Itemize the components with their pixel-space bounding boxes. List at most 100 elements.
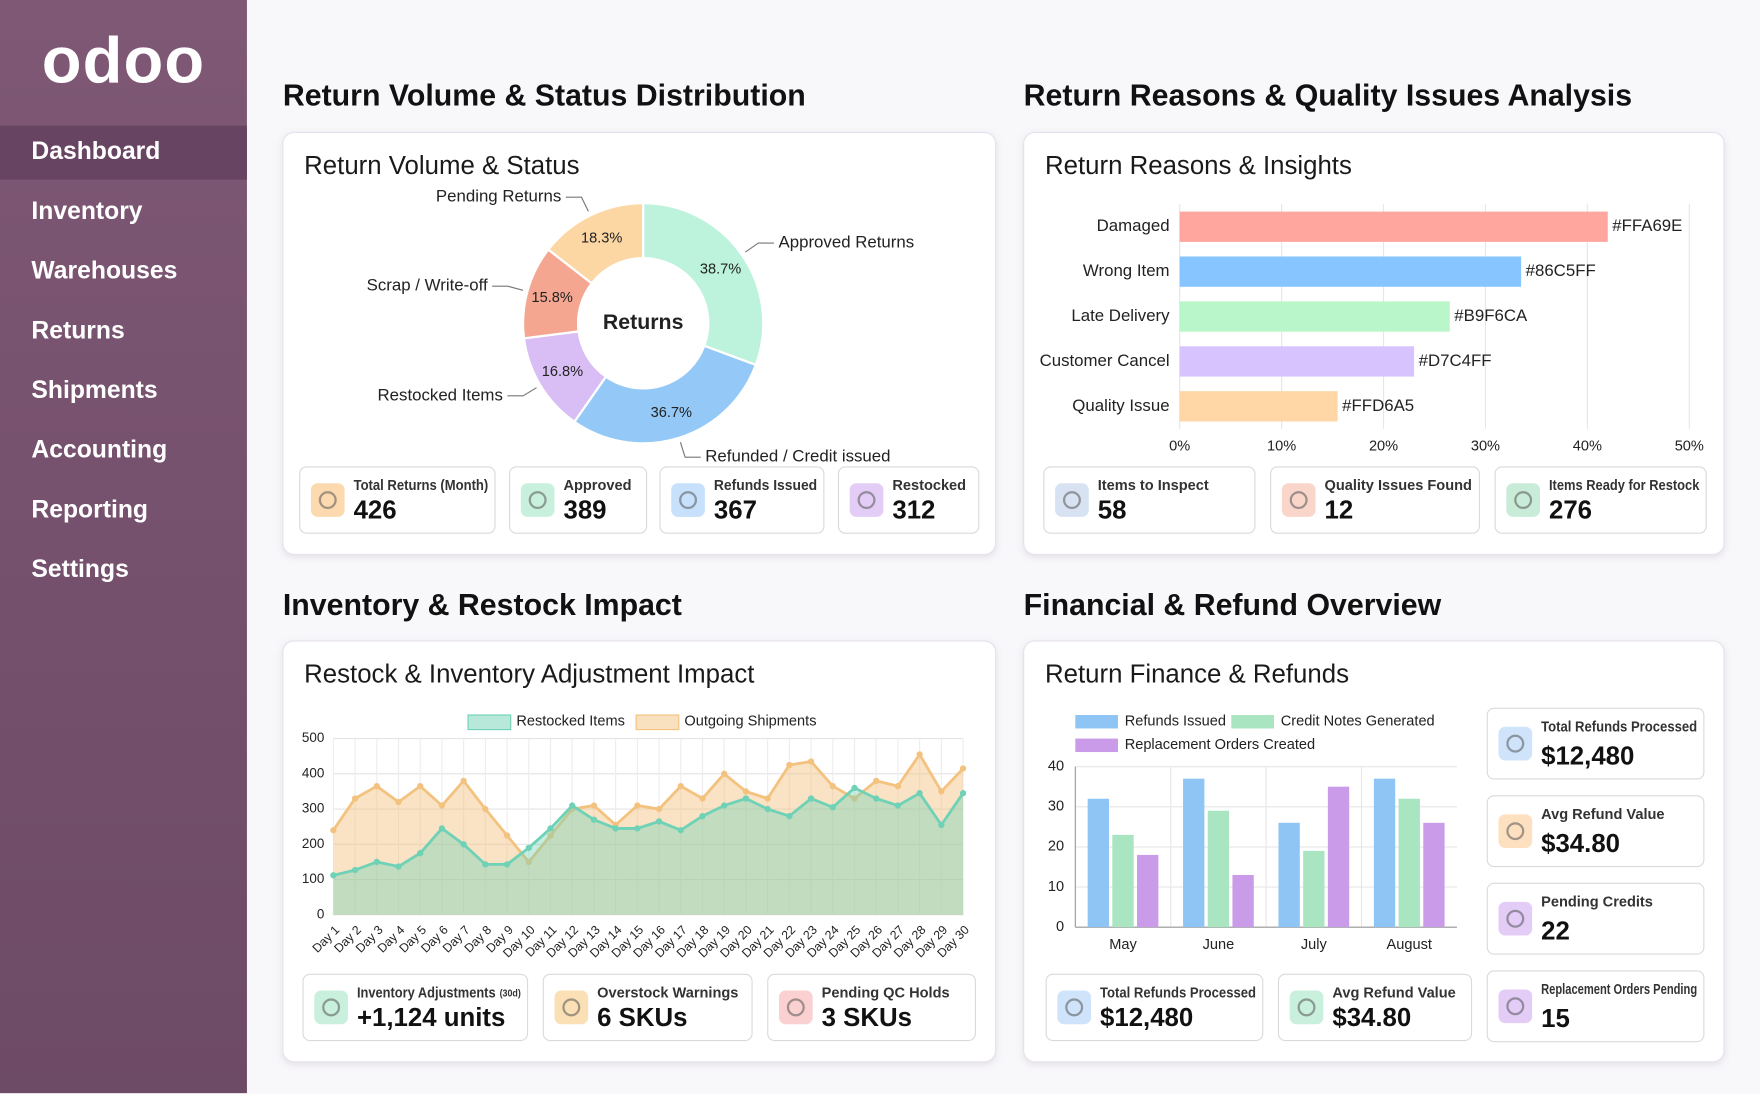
- kpi-value: 389: [563, 497, 606, 525]
- kpi-label-text: Avg Refund Value: [1332, 985, 1455, 1001]
- point: [417, 849, 424, 857]
- pie-center-label: Returns: [603, 310, 684, 334]
- menu-item[interactable]: Reporting: [31, 496, 148, 523]
- menu-item[interactable]: Dashboard: [31, 138, 160, 165]
- y-tick-label: 40: [1048, 758, 1064, 774]
- point: [373, 858, 380, 866]
- point: [547, 825, 554, 832]
- menu-item[interactable]: Accounting: [31, 437, 167, 464]
- y-tick-label: 0: [1056, 919, 1064, 935]
- point: [438, 825, 446, 832]
- point: [721, 802, 728, 809]
- y-category-label: Quality Issue: [1072, 396, 1169, 415]
- legend-label: Outgoing Shipments: [684, 714, 816, 730]
- kpi-value: $12,480: [1100, 1004, 1193, 1032]
- kpi-value: 426: [354, 497, 397, 525]
- menu-item[interactable]: Warehouses: [31, 258, 177, 285]
- area-fill: [333, 787, 964, 915]
- point: [460, 777, 467, 785]
- kpi-icon: [1289, 990, 1324, 1025]
- menu-item[interactable]: Shipments: [31, 377, 157, 404]
- x-tick-label: 40%: [1573, 439, 1602, 455]
- y-tick-label: 100: [302, 871, 324, 886]
- x-tick-label: May: [1109, 937, 1137, 953]
- pie-slice: [546, 202, 645, 285]
- bar-color-label: #D7C4FF: [1419, 351, 1492, 370]
- y-tick-label: 400: [302, 765, 324, 780]
- kpi-card: [1486, 970, 1705, 1043]
- kpi-icon-glyph: [1506, 997, 1525, 1016]
- kpi-card: [659, 466, 825, 534]
- kpi-card: [1277, 973, 1473, 1042]
- kpi-value: 276: [1549, 497, 1592, 525]
- y-tick-label: 20: [1048, 839, 1064, 855]
- point: [612, 825, 619, 832]
- point: [786, 812, 793, 820]
- x-tick-label: August: [1387, 937, 1432, 953]
- slice-name-label: Pending Returns: [436, 187, 561, 206]
- menu-item[interactable]: Settings: [31, 556, 128, 583]
- bar: [1087, 798, 1109, 928]
- legend-swatch: [1075, 738, 1118, 753]
- bar: [1303, 850, 1325, 928]
- kpi-label: Quality Issues Found: [1324, 478, 1471, 494]
- point: [742, 795, 750, 802]
- sidebar: [0, 0, 247, 1094]
- y-tick-label: 500: [302, 730, 324, 745]
- kpi-icon: [1498, 989, 1533, 1024]
- bar: [1398, 798, 1420, 928]
- point: [590, 816, 598, 823]
- slice-value-label: 36.7%: [651, 405, 692, 421]
- point: [959, 765, 967, 772]
- y-tick-label: 30: [1048, 799, 1064, 815]
- point: [851, 795, 858, 802]
- leader-line: [507, 387, 537, 397]
- leader-line: [565, 196, 589, 212]
- kpi-card: [1486, 707, 1705, 780]
- kpi-icon-glyph: [1297, 998, 1316, 1017]
- kpi-icon: [1506, 483, 1541, 517]
- card-title: Return Volume & Status: [304, 152, 579, 180]
- bar: [1179, 256, 1522, 287]
- kpi-label: Avg Refund Value: [1541, 807, 1664, 823]
- kpi-icon-glyph: [1062, 491, 1081, 510]
- kpi-icon-glyph: [1289, 491, 1308, 510]
- point: [569, 802, 576, 809]
- kpi-label: Restocked: [892, 478, 966, 494]
- menu-item[interactable]: Inventory: [31, 198, 142, 225]
- kpi-label-text: Quality Issues Found: [1324, 478, 1471, 494]
- kpi-icon: [1498, 814, 1533, 849]
- kpi-label: Total Refunds Processed: [1541, 719, 1697, 735]
- bar-color-label: #86C5FF: [1526, 261, 1596, 280]
- bar-color-label: #FFD6A5: [1342, 396, 1414, 415]
- kpi-label: Total Returns (Month): [354, 478, 489, 494]
- menu-item[interactable]: Returns: [31, 317, 124, 344]
- point: [460, 841, 467, 848]
- kpi-label-text: Approved: [563, 478, 631, 494]
- legend-label: Credit Notes Generated: [1281, 714, 1435, 730]
- x-tick-label: June: [1203, 937, 1235, 953]
- y-category-label: Wrong Item: [1083, 261, 1170, 280]
- point: [503, 832, 511, 839]
- slice-value-label: 38.7%: [700, 261, 741, 277]
- kpi-label-text: Pending QC Holds: [822, 985, 950, 1001]
- kpi-card: [542, 973, 753, 1042]
- leader-line: [492, 285, 524, 291]
- kpi-value: 22: [1541, 918, 1570, 946]
- point: [525, 858, 532, 866]
- point: [829, 783, 836, 790]
- point: [330, 827, 337, 834]
- bar: [1179, 391, 1338, 422]
- point: [742, 788, 750, 795]
- point: [351, 795, 359, 802]
- bar: [1179, 211, 1608, 242]
- slice-value-label: 15.8%: [532, 290, 573, 306]
- kpi-label-text: Overstock Warnings: [597, 985, 738, 1001]
- kpi-card: [1494, 466, 1707, 534]
- kpi-label: Items Ready for Restock: [1549, 478, 1700, 494]
- kpi-value: $34.80: [1541, 830, 1620, 858]
- point: [655, 805, 663, 813]
- kpi-icon: [671, 483, 705, 517]
- point: [655, 818, 663, 825]
